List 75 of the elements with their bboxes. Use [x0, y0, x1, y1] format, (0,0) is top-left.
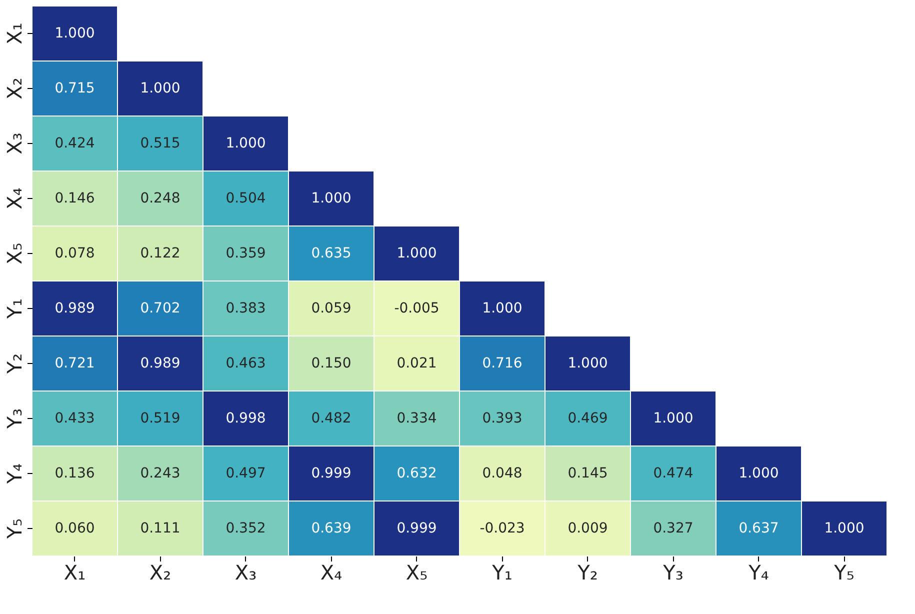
data-label: 0.136 — [54, 466, 95, 482]
data-label: 1.000 — [311, 190, 352, 206]
data-label: 0.999 — [311, 466, 352, 482]
data-label: 0.715 — [54, 80, 95, 96]
data-label: 0.359 — [226, 246, 266, 262]
y-tick-label: Y₂ — [2, 353, 26, 375]
y-tick-label: Y₄ — [2, 463, 26, 485]
data-label: 0.998 — [226, 410, 266, 426]
y-tick-label: X₃ — [2, 132, 26, 154]
data-label: 0.393 — [482, 410, 522, 426]
data-label: 0.146 — [54, 190, 95, 206]
data-label: 1.000 — [140, 80, 180, 96]
data-label: 0.989 — [140, 356, 180, 372]
data-label: 0.424 — [54, 136, 95, 152]
y-tick-label: X₁ — [2, 22, 26, 44]
data-label: 0.999 — [396, 520, 437, 536]
y-tick-label: X₄ — [2, 188, 26, 210]
data-label: 0.060 — [54, 520, 95, 536]
data-label: 0.078 — [54, 246, 95, 262]
data-label: 0.111 — [140, 520, 180, 536]
data-label: -0.023 — [480, 520, 525, 536]
x-tick-label: X₅ — [406, 560, 428, 584]
data-label: 1.000 — [226, 136, 266, 152]
data-label: 0.504 — [226, 190, 266, 206]
data-label: 0.334 — [396, 410, 437, 426]
data-label: 1.000 — [653, 410, 694, 426]
data-label: -0.005 — [394, 300, 440, 316]
data-label: 0.243 — [140, 466, 180, 482]
data-label: 0.721 — [54, 356, 95, 372]
x-tick-label: X₄ — [320, 560, 342, 584]
y-tick-label: Y₅ — [2, 518, 26, 540]
data-label: 1.000 — [396, 246, 437, 262]
data-label: 0.463 — [226, 356, 266, 372]
data-label: 0.150 — [311, 356, 352, 372]
data-label: 0.519 — [140, 410, 180, 426]
data-label: 0.248 — [140, 190, 180, 206]
x-tick-label: Y₃ — [662, 560, 684, 584]
y-tick-label: X₂ — [2, 78, 26, 100]
data-label: 0.632 — [396, 466, 437, 482]
y-tick-label: Y₃ — [2, 408, 26, 430]
data-label: 0.497 — [226, 466, 266, 482]
data-label: 0.383 — [226, 300, 266, 316]
data-label: 0.048 — [482, 466, 522, 482]
data-label: 0.059 — [311, 300, 352, 316]
data-label: 0.122 — [140, 246, 180, 262]
data-label: 1.000 — [568, 356, 608, 372]
y-tick-label: Y₁ — [2, 298, 26, 320]
data-label: 0.021 — [396, 356, 437, 372]
data-label: 0.716 — [482, 356, 522, 372]
data-label: 0.433 — [54, 410, 95, 426]
data-label: 0.469 — [568, 410, 608, 426]
data-label: 0.639 — [311, 520, 352, 536]
data-label: 0.989 — [54, 300, 95, 316]
data-label: 0.702 — [140, 300, 180, 316]
data-label: 1.000 — [482, 300, 522, 316]
x-tick-label: X₂ — [149, 560, 172, 584]
data-label: 0.009 — [568, 520, 608, 536]
data-label: 0.515 — [140, 136, 180, 152]
data-label: 1.000 — [824, 520, 864, 536]
data-label: 0.352 — [226, 520, 266, 536]
data-label: 1.000 — [738, 466, 779, 482]
data-label: 0.482 — [311, 410, 352, 426]
data-label: 0.145 — [568, 466, 608, 482]
x-tick-label: X₃ — [234, 560, 257, 584]
data-label: 0.474 — [653, 466, 694, 482]
data-label: 0.327 — [653, 520, 694, 536]
data-label: 1.000 — [54, 26, 95, 42]
data-label: 0.637 — [738, 520, 779, 536]
x-tick-label: X₁ — [64, 560, 86, 584]
x-tick-label: Y₂ — [576, 560, 598, 584]
x-tick-label: Y₅ — [833, 560, 854, 584]
y-tick-label: X₅ — [2, 242, 26, 264]
x-tick-label: Y₄ — [748, 560, 769, 584]
data-label: 0.635 — [311, 246, 352, 262]
x-tick-label: Y₁ — [491, 560, 512, 584]
